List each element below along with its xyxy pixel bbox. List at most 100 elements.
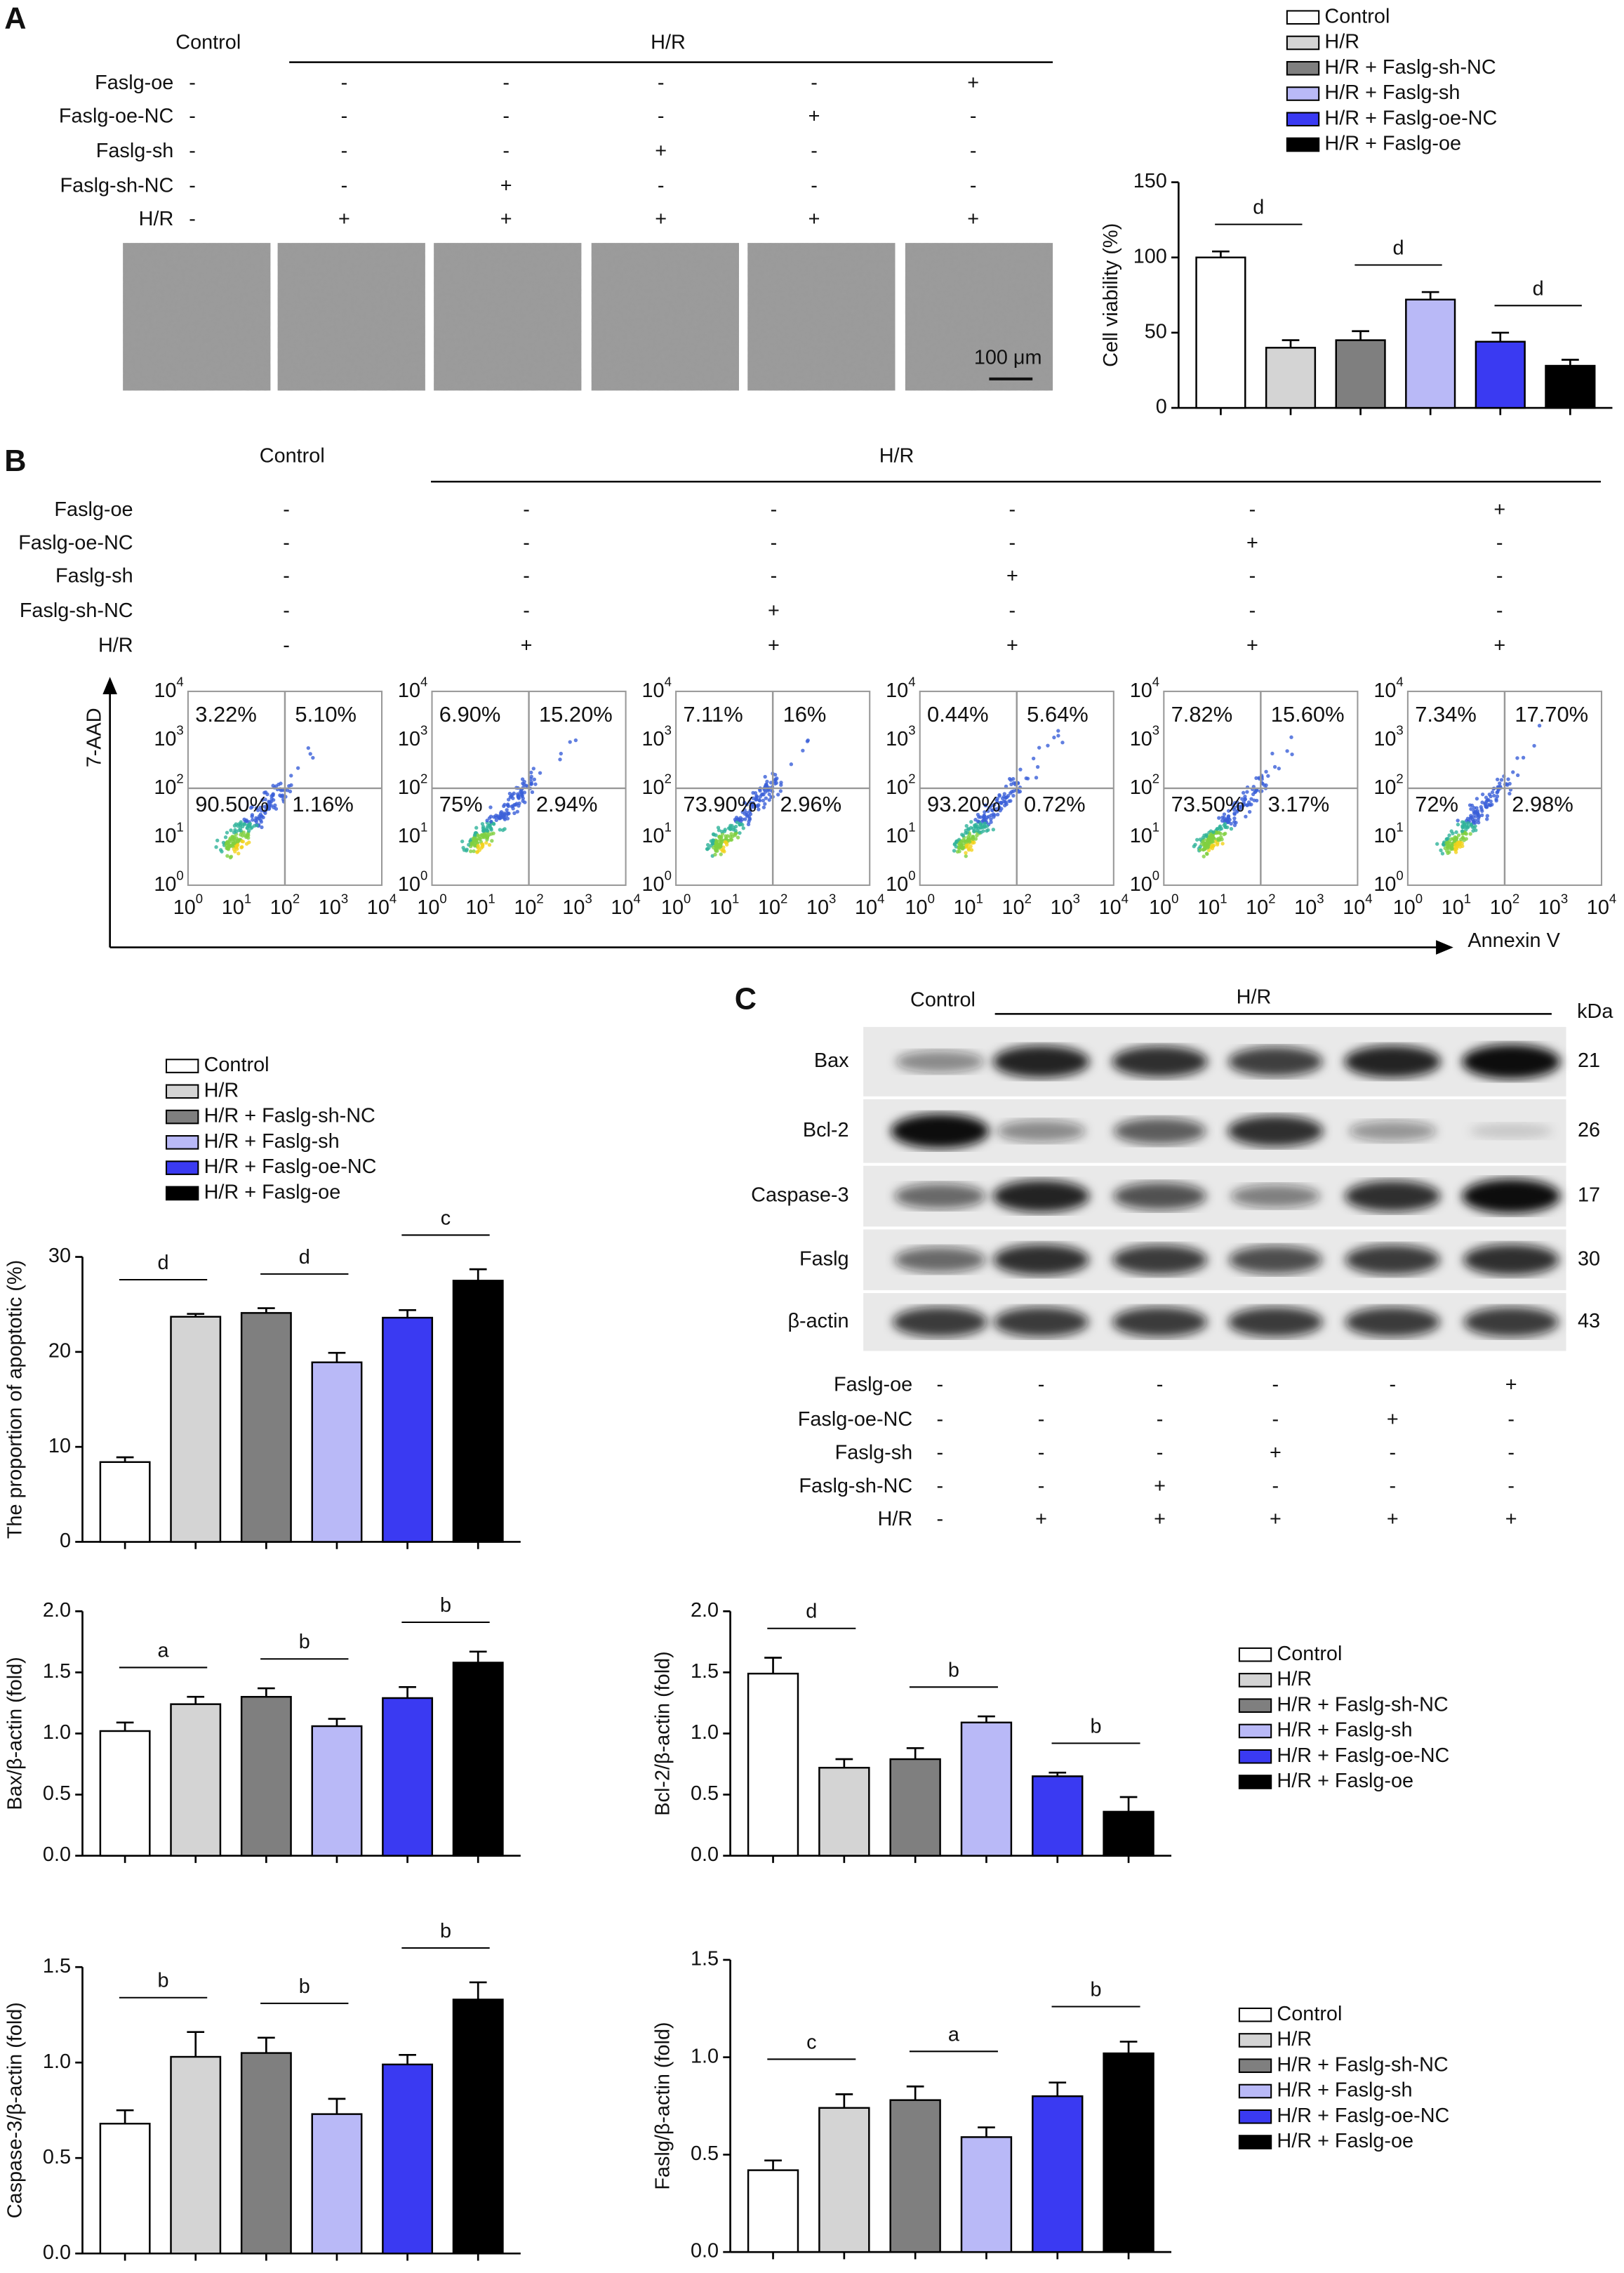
blot-band (993, 1244, 1089, 1275)
legend-label: H/R + Faslg-oe (1277, 1770, 1413, 1792)
flow-event (273, 803, 277, 807)
flow-event (765, 779, 769, 784)
flow-event (961, 838, 966, 842)
flow-event (1440, 851, 1445, 856)
flow-event (1454, 830, 1458, 835)
treatment-sign: + (1270, 1508, 1282, 1530)
flow-event (1490, 790, 1495, 795)
treatment-sign: - (523, 531, 530, 554)
flow-event (1004, 784, 1009, 788)
treatment-sign: - (937, 1408, 944, 1431)
flow-event (1443, 846, 1447, 851)
flow-event (1476, 818, 1480, 822)
treatment-sign: + (967, 72, 979, 94)
treatment-sign: - (189, 72, 196, 94)
flow-event (529, 770, 533, 775)
y-tick-label: 1.0 (43, 1721, 71, 1744)
y-tick-label: 0.0 (43, 2241, 71, 2264)
flow-event (1232, 801, 1237, 805)
tick-base: 10 (398, 680, 420, 702)
bar (452, 1662, 504, 1857)
flow-event (1488, 803, 1492, 807)
flow-event (1229, 821, 1233, 826)
flow-event (490, 839, 494, 843)
flow-event (745, 814, 750, 819)
quadrant-percent: 7.82% (1171, 702, 1233, 727)
tick-base: 10 (886, 728, 908, 750)
legend-swatch (1238, 1749, 1272, 1764)
flow-event (964, 823, 969, 828)
flow-event (1206, 840, 1211, 844)
tick-exponent: 3 (585, 891, 592, 906)
treatment-sign: + (1154, 1508, 1166, 1530)
treatment-sign: - (1038, 1441, 1045, 1464)
significance-label: d (1392, 237, 1404, 259)
tick-exponent: 0 (176, 868, 183, 883)
bar (382, 1316, 434, 1543)
significance-label: d (299, 1246, 310, 1268)
flow-event (967, 833, 972, 837)
flow-event (736, 835, 740, 840)
flow-event (1220, 815, 1225, 820)
flow-event (233, 849, 237, 854)
flow-event (718, 844, 722, 849)
legend-swatch (1286, 60, 1320, 76)
flow-event (1056, 734, 1060, 738)
treatment-sign: + (1006, 635, 1018, 657)
tick-base: 10 (642, 873, 665, 896)
flow-event (1249, 802, 1253, 807)
y-tick-label: 100 (154, 868, 183, 896)
flow-event (1220, 842, 1225, 846)
flow-event (487, 842, 492, 847)
flow-event (240, 844, 244, 849)
y-tick-label: 100 (1373, 868, 1403, 896)
tick-base: 10 (954, 896, 976, 919)
significance-label: b (158, 1970, 169, 1992)
flow-event (1195, 837, 1199, 842)
flow-event (1245, 790, 1249, 794)
flow-event (715, 841, 719, 846)
treatment-sign: - (811, 174, 818, 197)
bar (1032, 2095, 1084, 2253)
tick-exponent: 0 (684, 891, 691, 906)
flow-event (1506, 777, 1510, 781)
tick-base: 10 (642, 776, 665, 799)
flow-event (521, 799, 525, 803)
blot-band (1228, 1047, 1323, 1077)
flow-event (1011, 793, 1016, 798)
y-tick-label: 0 (1156, 396, 1167, 418)
flow-event (263, 790, 268, 795)
flow-event (1262, 783, 1266, 787)
y-tick-label: 20 (48, 1339, 71, 1362)
flow-event (311, 755, 315, 760)
flow-event (959, 843, 964, 847)
tick-exponent: 3 (829, 891, 836, 906)
flow-event (998, 809, 1002, 813)
flow-event (1232, 812, 1237, 816)
bar (889, 2099, 941, 2253)
tick-exponent: 1 (908, 819, 915, 834)
tick-exponent: 0 (1396, 868, 1403, 883)
flow-event (712, 845, 716, 850)
flow-event (964, 854, 968, 859)
significance-label: b (440, 1920, 451, 1942)
treatment-sign: - (1009, 531, 1016, 554)
tick-exponent: 4 (665, 674, 672, 689)
tick-base: 10 (154, 825, 176, 847)
flow-event (741, 826, 745, 830)
flow-event (995, 797, 1000, 801)
group-header: H/R (1237, 986, 1272, 1008)
quadrant-percent: 0.44% (927, 702, 989, 727)
tick-base: 10 (905, 896, 928, 919)
flow-event (717, 828, 721, 833)
significance-label: c (441, 1207, 451, 1229)
flow-event (978, 830, 982, 834)
bar (240, 1312, 292, 1543)
flow-event (1031, 756, 1036, 761)
y-tick-label: 103 (1373, 722, 1403, 750)
treatment-label: H/R (98, 635, 133, 657)
micrograph-texture (591, 243, 739, 391)
tick-exponent: 1 (1396, 819, 1403, 834)
y-tick-label: 101 (154, 819, 183, 847)
y-tick-label: 1.0 (43, 2050, 71, 2073)
